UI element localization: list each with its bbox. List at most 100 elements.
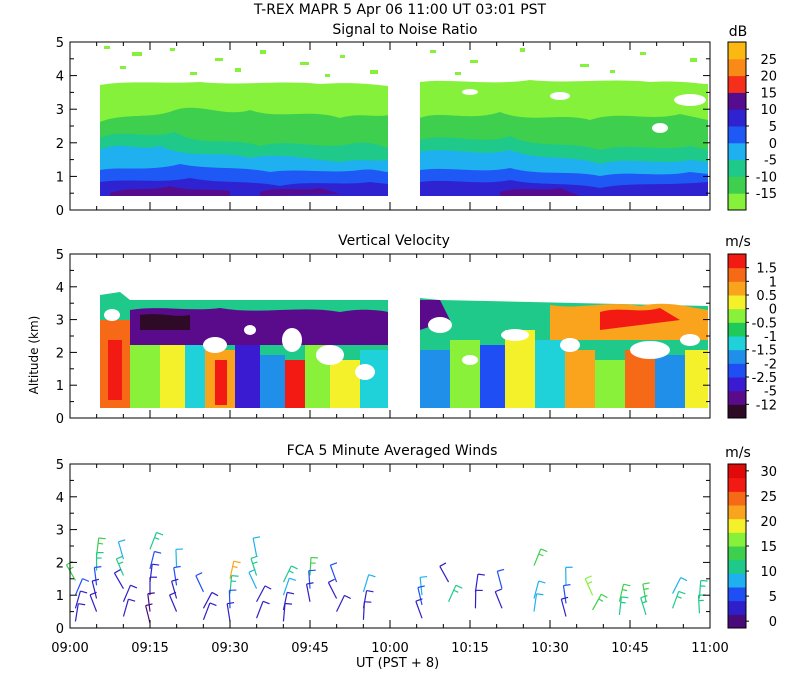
colorbar-swatch: [728, 546, 746, 561]
y-tick-label: 1: [56, 379, 64, 394]
wind-barb-shaft: [89, 594, 98, 612]
wind-barb-flag: [640, 595, 648, 599]
y-tick-label: 4: [56, 70, 64, 85]
y-tick-label: 1: [56, 170, 64, 185]
wind-barb-flag: [211, 591, 219, 597]
colorbar-tick-label: -5: [764, 385, 777, 400]
colorbar-swatch: [728, 58, 746, 77]
wind-barb-flag: [82, 578, 90, 582]
wind-barb-flag: [420, 575, 428, 578]
wind-barb-shaft: [282, 577, 290, 596]
wind-barb-flag: [66, 560, 73, 566]
x-tick-label: 10:00: [371, 641, 408, 656]
colorbar-swatch: [728, 390, 746, 405]
wind-barb-flag: [538, 553, 544, 557]
wind-barb-flag: [495, 588, 502, 593]
x-tick-label: 10:15: [451, 641, 488, 656]
wind-barb-shaft: [74, 590, 81, 609]
wind-barb-flag: [623, 583, 631, 587]
wind-barb-flag: [80, 590, 88, 594]
wind-barb-shaft: [282, 603, 286, 622]
wind-barb-flag: [536, 593, 544, 596]
wind-barb-shaft: [228, 590, 231, 609]
wind-barb-shaft: [91, 580, 98, 599]
wind-barb-shaft: [448, 585, 457, 603]
colorbar-swatch: [728, 505, 746, 520]
wind-barb-shaft: [175, 549, 178, 568]
wind-barb-flag: [252, 561, 258, 565]
wind-barb-shaft: [115, 558, 124, 576]
wind-barb-shaft: [308, 570, 311, 589]
wind-barb-flag: [587, 581, 593, 585]
wind-barb-flag: [538, 580, 546, 584]
wind-barb-shaft: [533, 593, 538, 612]
figure-title: T-REX MAPR 5 Apr 06 11:00 UT 03:01 PST: [253, 2, 547, 18]
wind-barb-shaft: [562, 585, 567, 604]
y-tick-label: 0: [56, 622, 64, 637]
wind-barb-flag: [621, 596, 629, 599]
colorbar-tick-label: -1: [764, 330, 777, 345]
wind-barb-shaft: [672, 577, 682, 594]
wind-barb-shaft: [474, 574, 479, 593]
colorbar-swatch: [728, 363, 746, 378]
colorbar-tick-label: 5: [769, 120, 777, 135]
wind-barb-shaft: [417, 587, 423, 606]
colorbar-tick-label: 25: [760, 490, 777, 505]
wind-barb-flag: [94, 566, 102, 569]
colorbar-swatch: [728, 267, 746, 282]
wind-barb-flag: [78, 603, 86, 606]
wind-barb-flag: [231, 575, 239, 577]
wind-barb-flag: [620, 601, 626, 604]
wind-barb-shaft: [282, 565, 292, 583]
wind-barb-flag: [678, 590, 686, 595]
wind-barb-flag: [368, 574, 376, 578]
colorbar-tick-label: -2.5: [752, 371, 777, 386]
colorbar-tick-label: -10: [756, 170, 777, 185]
colorbar-tick-label: -5: [764, 154, 777, 169]
colorbar-swatch: [728, 614, 746, 629]
wind-barb-shaft: [122, 599, 129, 617]
wind-barb-shaft: [93, 567, 98, 586]
wind-barb-flag: [128, 598, 136, 602]
wind-panel-title: FCA 5 Minute Averaged Winds: [287, 443, 498, 459]
colorbar-tick-label: -12: [756, 398, 777, 413]
colorbar-swatch: [728, 404, 746, 419]
y-tick-label: 5: [56, 458, 64, 473]
wind-barb-shaft: [592, 593, 602, 611]
colorbar-tick-label: -1.5: [752, 344, 777, 359]
wind-barb-flag: [98, 542, 104, 545]
snr-segment-right: [420, 48, 708, 196]
wind-barb-shaft: [173, 567, 178, 586]
x-tick-label: 10:45: [611, 641, 648, 656]
y-tick-label: 3: [56, 103, 64, 118]
wind-barb-flag: [642, 600, 648, 604]
wind-barb-flag: [439, 562, 447, 567]
wind-barb-shaft: [74, 603, 79, 622]
wind-barb-flag: [171, 578, 179, 582]
wind-barb-flag: [264, 585, 272, 590]
colorbar-swatch: [728, 322, 746, 337]
colorbar-tick-label: 30: [760, 465, 777, 480]
colorbar-tick-label: 20: [760, 515, 777, 530]
wind-barb-flag: [154, 550, 162, 554]
wind-barb-shaft: [202, 602, 211, 621]
colorbar-tick-label: 10: [760, 103, 777, 118]
y-tick-label: 2: [56, 137, 64, 152]
wind-barb-shaft: [496, 571, 503, 589]
wind-barb-shaft: [533, 580, 540, 599]
wind-barb-shaft: [229, 561, 235, 579]
wind-barb-shaft: [149, 532, 158, 550]
wind-barb-flag: [680, 576, 688, 582]
wind-barb-shaft: [149, 551, 155, 570]
colorbar-tick-label: 1.5: [756, 262, 777, 277]
wind-barb-flag: [253, 536, 261, 539]
wind-barb-shaft: [226, 603, 231, 622]
colorbar-tick-label: 15: [760, 540, 777, 555]
wind-barb-flag: [195, 572, 203, 577]
colorbar-tick-label: -0.5: [752, 316, 777, 331]
wind-barb-shaft: [171, 581, 178, 599]
y-tick-label: 0: [56, 412, 64, 427]
wind-barb-shaft: [329, 564, 338, 583]
